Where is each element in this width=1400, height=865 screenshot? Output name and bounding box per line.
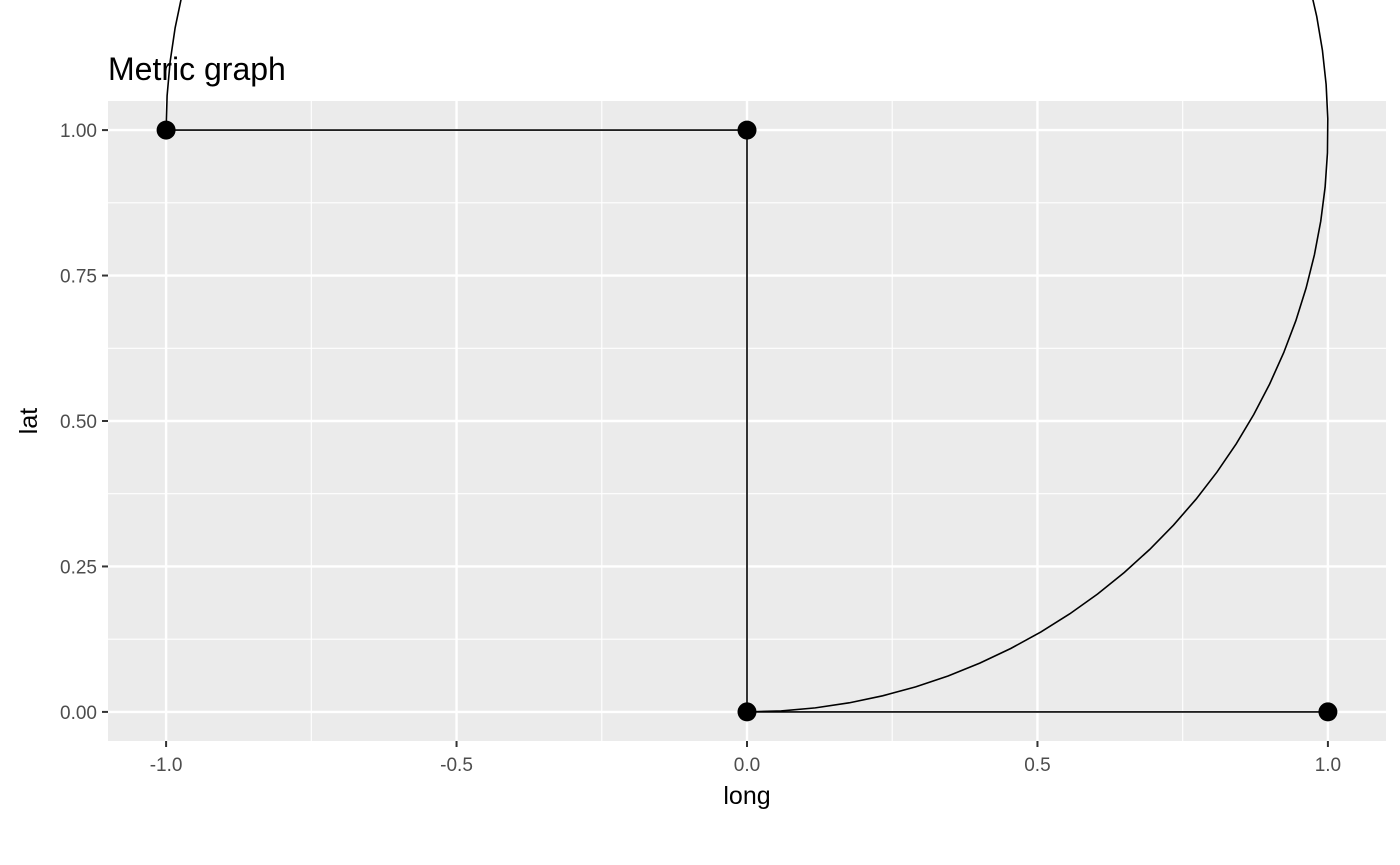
y-axis: 0.00 0.25 0.50 0.75 1.00: [60, 121, 108, 724]
x-axis-title: long: [723, 782, 770, 810]
graph-vertices: [156, 120, 1338, 722]
graph-edges: [165, 0, 1329, 713]
y-tick-label: 0.00: [60, 703, 97, 724]
graph-vertex: [156, 120, 176, 140]
y-tick-label: 0.50: [60, 412, 97, 433]
x-tick-label: -0.5: [440, 755, 473, 776]
graph-edge-arc: [165, 0, 1329, 713]
x-axis: -1.0 -0.5 0.0 0.5 1.0: [150, 741, 1341, 776]
x-tick-label: 1.0: [1315, 755, 1341, 776]
y-tick-label: 0.75: [60, 267, 97, 288]
graph-vertex: [737, 120, 757, 140]
x-tick-label: 0.0: [734, 755, 760, 776]
graph-vertex: [1318, 702, 1338, 722]
y-axis-title: lat: [15, 408, 43, 434]
y-tick-label: 1.00: [60, 121, 97, 142]
x-tick-label: 0.5: [1024, 755, 1050, 776]
y-tick-label: 0.25: [60, 557, 97, 578]
graph-vertex: [737, 702, 757, 722]
chart-title: Metric graph: [108, 51, 286, 87]
x-tick-label: -1.0: [150, 755, 183, 776]
